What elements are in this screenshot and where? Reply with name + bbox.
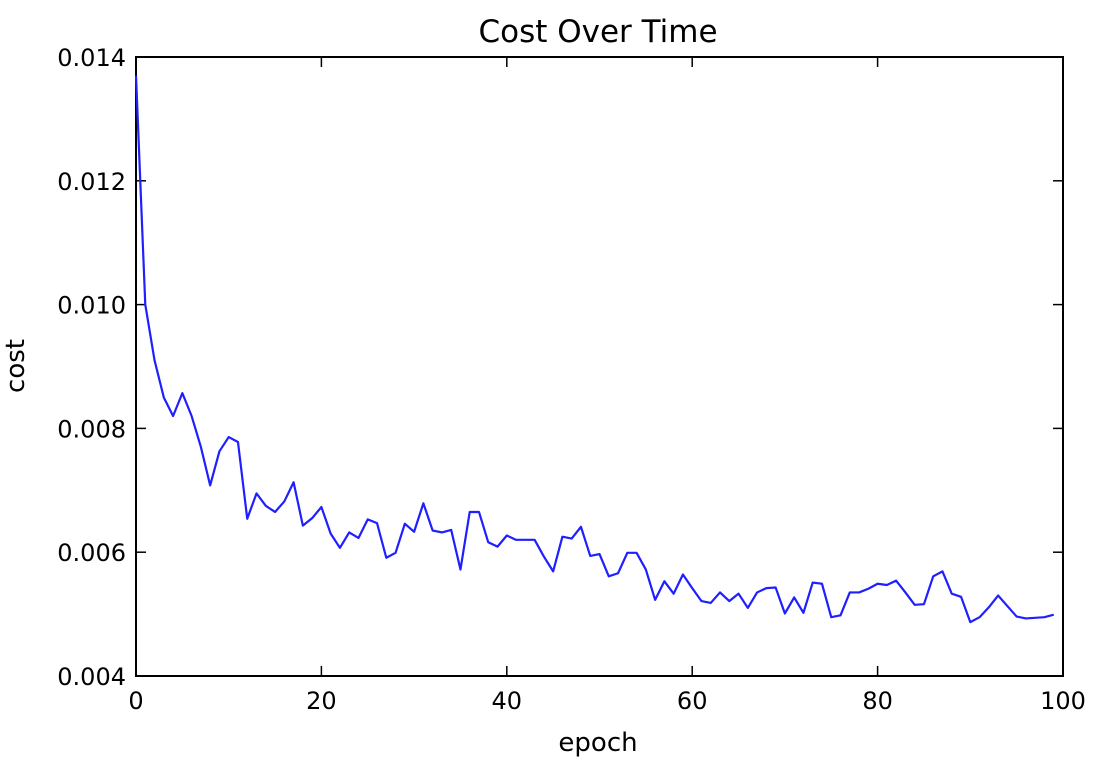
x-tick-label: 40 <box>492 687 523 715</box>
y-tick-label: 0.014 <box>57 44 126 72</box>
x-tick-label: 60 <box>677 687 708 715</box>
x-axis: 0 20 40 60 80 100 <box>128 57 1086 715</box>
x-tick-label: 20 <box>306 687 337 715</box>
series-group <box>134 75 1055 624</box>
x-tick-label: 80 <box>862 687 893 715</box>
plot-frame <box>135 56 1064 677</box>
y-tick-label: 0.008 <box>57 415 126 443</box>
y-axis-label: cost <box>1 339 31 393</box>
y-tick-label: 0.010 <box>57 292 126 320</box>
y-tick-label: 0.006 <box>57 539 126 567</box>
y-tick-label: 0.012 <box>57 168 126 196</box>
x-tick-label: 0 <box>128 687 143 715</box>
x-tick-label: 100 <box>1040 687 1086 715</box>
series-line <box>134 75 1055 624</box>
x-axis-label: epoch <box>558 728 637 758</box>
plot-area <box>135 56 1064 677</box>
y-tick-label: 0.004 <box>57 663 126 691</box>
y-axis: 0.004 0.006 0.008 0.010 0.012 0.014 <box>57 44 1063 691</box>
chart-title: Cost Over Time <box>478 14 717 50</box>
